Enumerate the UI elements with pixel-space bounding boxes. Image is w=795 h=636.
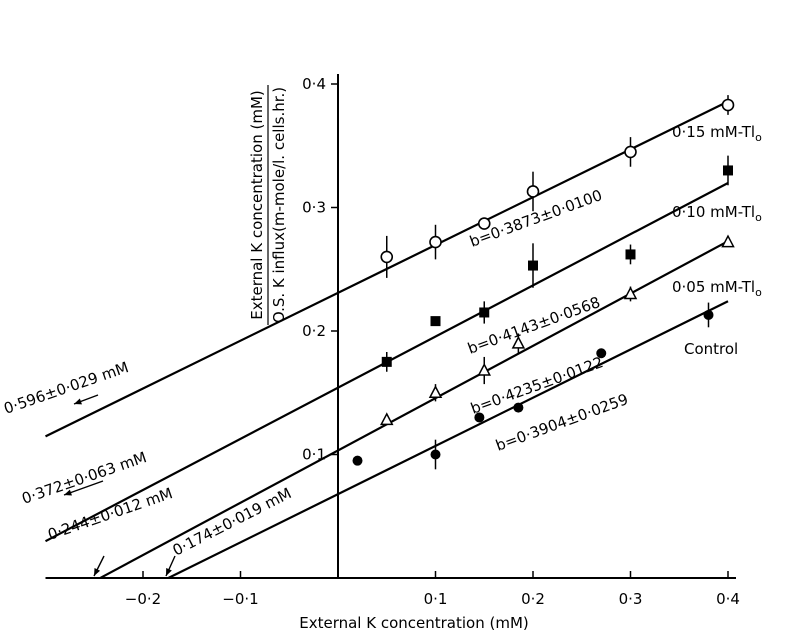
data-point [624, 145, 637, 159]
data-point [429, 235, 442, 249]
data-point [477, 362, 491, 376]
y-tick-label: 0·4 [302, 75, 326, 93]
intercept-label-text: 0·596±0·029 mM [1, 358, 131, 418]
data-point [477, 217, 491, 230]
data-point [479, 307, 490, 318]
arrow-head [64, 489, 72, 496]
x-tick-label: 0·2 [521, 590, 545, 608]
arrow-head [74, 398, 82, 405]
data-point [526, 185, 540, 198]
arrow [73, 394, 99, 405]
x-tick-label: −0·1 [222, 590, 258, 608]
data-points [352, 95, 735, 470]
intercept-label: 0·174±0·019 mM [170, 484, 295, 559]
y-axis-title: External K concentration (mM) O.S. K infl… [248, 85, 288, 325]
data-point [380, 412, 394, 426]
arrow-head [94, 568, 101, 576]
series-label: 0·10 mM-Tlo [672, 203, 762, 224]
data-point [511, 335, 526, 349]
slope-label: b=0·4143±0·0568 [465, 293, 602, 358]
series-label: Control [684, 340, 738, 358]
intercept-label: 0·596±0·029 mM [1, 358, 131, 418]
data-point [623, 286, 638, 300]
data-point [430, 316, 441, 327]
x-tick-label: 0·3 [619, 590, 643, 608]
series-label: 0·15 mM-Tlo [672, 123, 762, 144]
y-axis-title-denominator: O.S. K influx(m-mole/l. cells.hr.) [270, 87, 288, 323]
x-axis-title: External K concentration (mM) [299, 614, 529, 632]
data-point [474, 412, 485, 423]
y-tick-label: 0·2 [302, 322, 326, 340]
x-tick-label: −0·2 [125, 590, 161, 608]
arrow-head [166, 568, 172, 576]
data-point [723, 165, 733, 176]
data-point [428, 385, 443, 398]
data-point [381, 356, 392, 367]
data-point [596, 348, 607, 359]
data-point [625, 249, 636, 260]
fit-line [167, 300, 729, 580]
data-point [430, 449, 441, 460]
data-point [528, 260, 538, 271]
y-tick-label: 0·1 [302, 446, 326, 464]
intercept-label-text: 0·174±0·019 mM [170, 484, 295, 559]
x-tick-label: 0·1 [424, 590, 448, 608]
y-tick-label: 0·3 [302, 199, 326, 217]
arrow [63, 480, 104, 496]
arrow [165, 555, 176, 577]
y-axis-title-numerator: External K concentration (mM) [248, 90, 266, 320]
arrow [93, 555, 105, 577]
series-label: 0·05 mM-Tlo [672, 278, 762, 299]
data-point [513, 402, 524, 413]
data-point [721, 234, 735, 248]
data-point [352, 455, 363, 466]
data-point [721, 98, 735, 112]
data-point [703, 309, 714, 320]
data-point [380, 250, 394, 264]
x-tick-label: 0·4 [716, 590, 740, 608]
slope-label-text: b=0·4143±0·0568 [465, 293, 602, 358]
fit-line [99, 240, 729, 580]
